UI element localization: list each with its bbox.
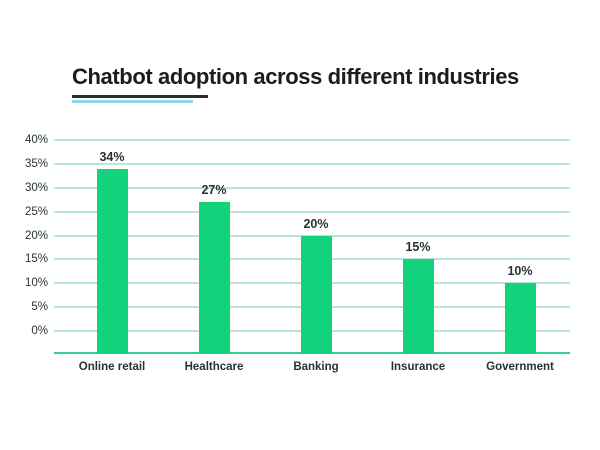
y-axis-tick-label: 10% bbox=[24, 277, 48, 289]
y-axis-tick-label: 35% bbox=[24, 158, 48, 170]
x-axis-category-label: Insurance bbox=[390, 361, 446, 373]
gridline bbox=[54, 139, 570, 141]
title-underline-dark bbox=[72, 95, 208, 98]
chart-title: Chatbot adoption across different indust… bbox=[72, 64, 519, 89]
y-axis-tick-label: 25% bbox=[24, 206, 48, 218]
bar-value-label: 10% bbox=[507, 264, 533, 278]
bar-government bbox=[505, 283, 536, 354]
y-axis-tick-label: 30% bbox=[24, 182, 48, 194]
x-axis-category-label: Healthcare bbox=[184, 361, 244, 373]
x-axis-category-label: Government bbox=[486, 361, 554, 373]
bar-online-retail bbox=[97, 169, 128, 354]
y-axis-tick-label: 0% bbox=[31, 325, 48, 337]
y-axis-tick-label: 20% bbox=[24, 230, 48, 242]
x-axis-category-label: Banking bbox=[293, 361, 339, 373]
y-axis-tick-label: 5% bbox=[31, 301, 48, 313]
title-underline-blue bbox=[72, 100, 193, 103]
bar-value-label: 20% bbox=[303, 217, 329, 231]
bar-value-label: 34% bbox=[99, 150, 125, 164]
y-axis-tick-label: 40% bbox=[24, 134, 48, 146]
gridline bbox=[54, 187, 570, 189]
gridline bbox=[54, 211, 570, 213]
gridline bbox=[54, 163, 570, 165]
x-axis-category-label: Online retail bbox=[78, 361, 146, 373]
bar-banking bbox=[301, 236, 332, 354]
bar-value-label: 15% bbox=[405, 240, 431, 254]
bar-healthcare bbox=[199, 202, 230, 354]
y-axis-tick-label: 15% bbox=[24, 253, 48, 265]
bar-value-label: 27% bbox=[201, 183, 227, 197]
bar-insurance bbox=[403, 259, 434, 354]
